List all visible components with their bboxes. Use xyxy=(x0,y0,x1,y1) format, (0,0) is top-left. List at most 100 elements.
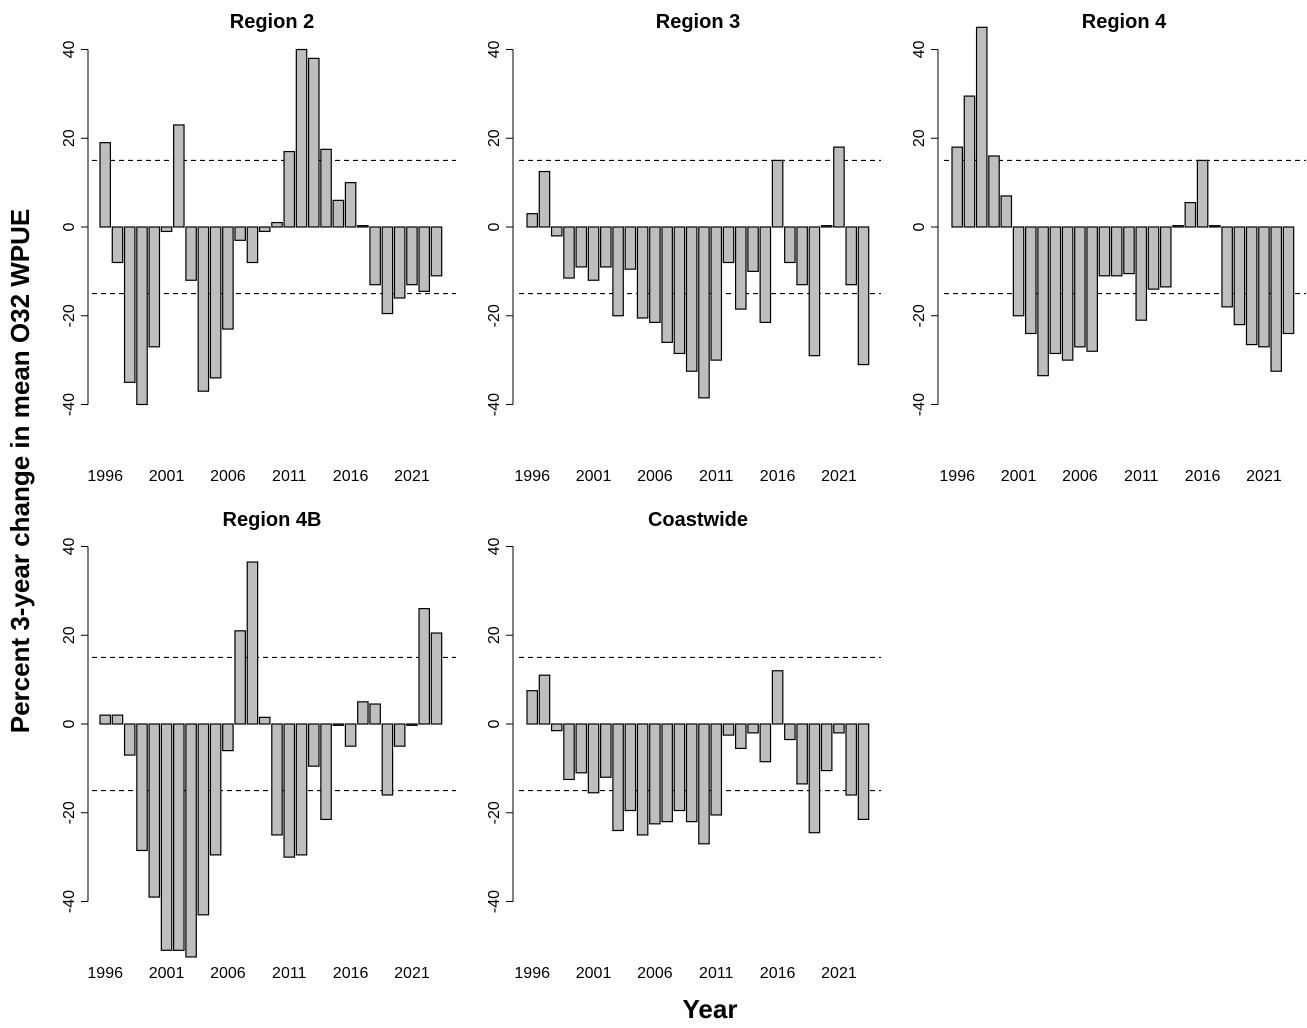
bar xyxy=(123,226,136,383)
x-tick-label: 2006 xyxy=(210,468,246,485)
bar xyxy=(320,148,332,228)
bar xyxy=(246,226,259,264)
bar xyxy=(1074,226,1086,348)
x-tick-label: 2021 xyxy=(394,468,430,485)
y-tick-label: 0 xyxy=(61,222,78,231)
bar xyxy=(111,714,124,725)
y-tick-label: -20 xyxy=(911,304,928,327)
bar xyxy=(1135,226,1148,321)
bar xyxy=(406,723,418,726)
bar xyxy=(624,226,637,270)
y-tick-label: 20 xyxy=(61,129,78,147)
bar xyxy=(430,632,443,725)
bar xyxy=(550,226,563,237)
bar xyxy=(963,95,976,228)
x-tick-label: 2011 xyxy=(699,965,734,982)
y-tick-label: 40 xyxy=(486,538,503,556)
bar xyxy=(673,226,686,355)
panel-coastwide: Coastwide -40 -20 0 20 40 1996 2001 2006 2011 2016… xyxy=(486,509,881,982)
x-tick-label: 2016 xyxy=(760,468,796,485)
bar xyxy=(1258,226,1270,348)
bar xyxy=(747,226,759,272)
bar xyxy=(649,723,661,825)
x-tick-label: 1996 xyxy=(514,965,550,982)
bar xyxy=(636,723,649,836)
bar xyxy=(1233,226,1246,326)
bar xyxy=(173,124,185,228)
bar xyxy=(1123,226,1135,275)
x-tick-label: 2011 xyxy=(699,468,734,485)
y-tick-label: -20 xyxy=(486,801,503,824)
bar xyxy=(734,226,747,310)
bar xyxy=(160,226,173,233)
bar xyxy=(636,226,649,319)
panels: Region 2 -40 -20 0 20 40 1996 2001 2006 2011 2016 2… xyxy=(61,11,1306,982)
x-tick-label: 2001 xyxy=(576,468,612,485)
x-tick-label: 1996 xyxy=(939,468,975,485)
bar xyxy=(550,723,563,732)
y-tick-label: -40 xyxy=(486,393,503,416)
x-tick-label: 1996 xyxy=(514,468,550,485)
x-tick-label: 2021 xyxy=(1246,468,1282,485)
bar xyxy=(612,226,624,317)
bar xyxy=(369,703,381,725)
bar xyxy=(369,226,381,286)
bar xyxy=(538,674,551,725)
bar xyxy=(222,723,234,752)
bar xyxy=(136,226,148,406)
bar xyxy=(771,159,784,228)
panel-title: Region 4B xyxy=(223,509,322,531)
x-tick-label: 2011 xyxy=(272,965,307,982)
bar xyxy=(344,182,357,228)
y-tick-label: -40 xyxy=(911,393,928,416)
bar xyxy=(197,723,210,916)
bar xyxy=(1184,201,1197,228)
y-tick-label: 0 xyxy=(911,222,928,231)
bar xyxy=(587,226,600,281)
x-tick-label: 2001 xyxy=(1001,468,1037,485)
y-tick-label: 40 xyxy=(61,538,78,556)
x-tick-label: 1996 xyxy=(87,965,123,982)
bar xyxy=(283,150,296,228)
x-tick-label: 2016 xyxy=(333,468,369,485)
bar xyxy=(808,226,821,357)
x-tick-label: 2021 xyxy=(821,468,857,485)
bar xyxy=(698,723,710,845)
bar xyxy=(600,226,612,268)
bar xyxy=(1098,226,1111,277)
panel-title: Region 3 xyxy=(656,11,740,33)
bar xyxy=(722,226,735,264)
bar xyxy=(209,226,222,379)
bar xyxy=(722,723,735,736)
x-tick-label: 2006 xyxy=(1062,468,1098,485)
y-tick-label: 20 xyxy=(61,626,78,644)
bar xyxy=(1209,225,1221,228)
bar xyxy=(796,723,808,785)
bar xyxy=(1270,226,1283,372)
bar xyxy=(99,142,111,228)
x-tick-label: 2001 xyxy=(576,965,612,982)
bar xyxy=(951,146,963,228)
bar xyxy=(185,226,197,281)
bar xyxy=(820,723,833,772)
bar xyxy=(136,723,148,852)
x-tick-label: 2006 xyxy=(637,468,673,485)
bar xyxy=(197,226,210,392)
x-tick-label: 2011 xyxy=(1124,468,1159,485)
bar xyxy=(1221,226,1233,308)
panel-region-4: Region 4 -40 -20 0 20 40 1996 2001 2006 2011 2016 2… xyxy=(911,11,1306,485)
bar xyxy=(587,723,600,794)
bar xyxy=(1159,226,1172,288)
bar xyxy=(418,226,431,292)
x-tick-label: 2011 xyxy=(272,468,307,485)
bar xyxy=(734,723,747,750)
bar xyxy=(307,723,320,767)
bar xyxy=(771,670,784,725)
panel-title: Region 2 xyxy=(230,11,314,33)
bar xyxy=(685,723,698,823)
bar xyxy=(148,226,161,348)
bar xyxy=(612,723,624,832)
bar xyxy=(1172,225,1184,228)
bar xyxy=(526,213,538,228)
bar xyxy=(1282,226,1295,335)
